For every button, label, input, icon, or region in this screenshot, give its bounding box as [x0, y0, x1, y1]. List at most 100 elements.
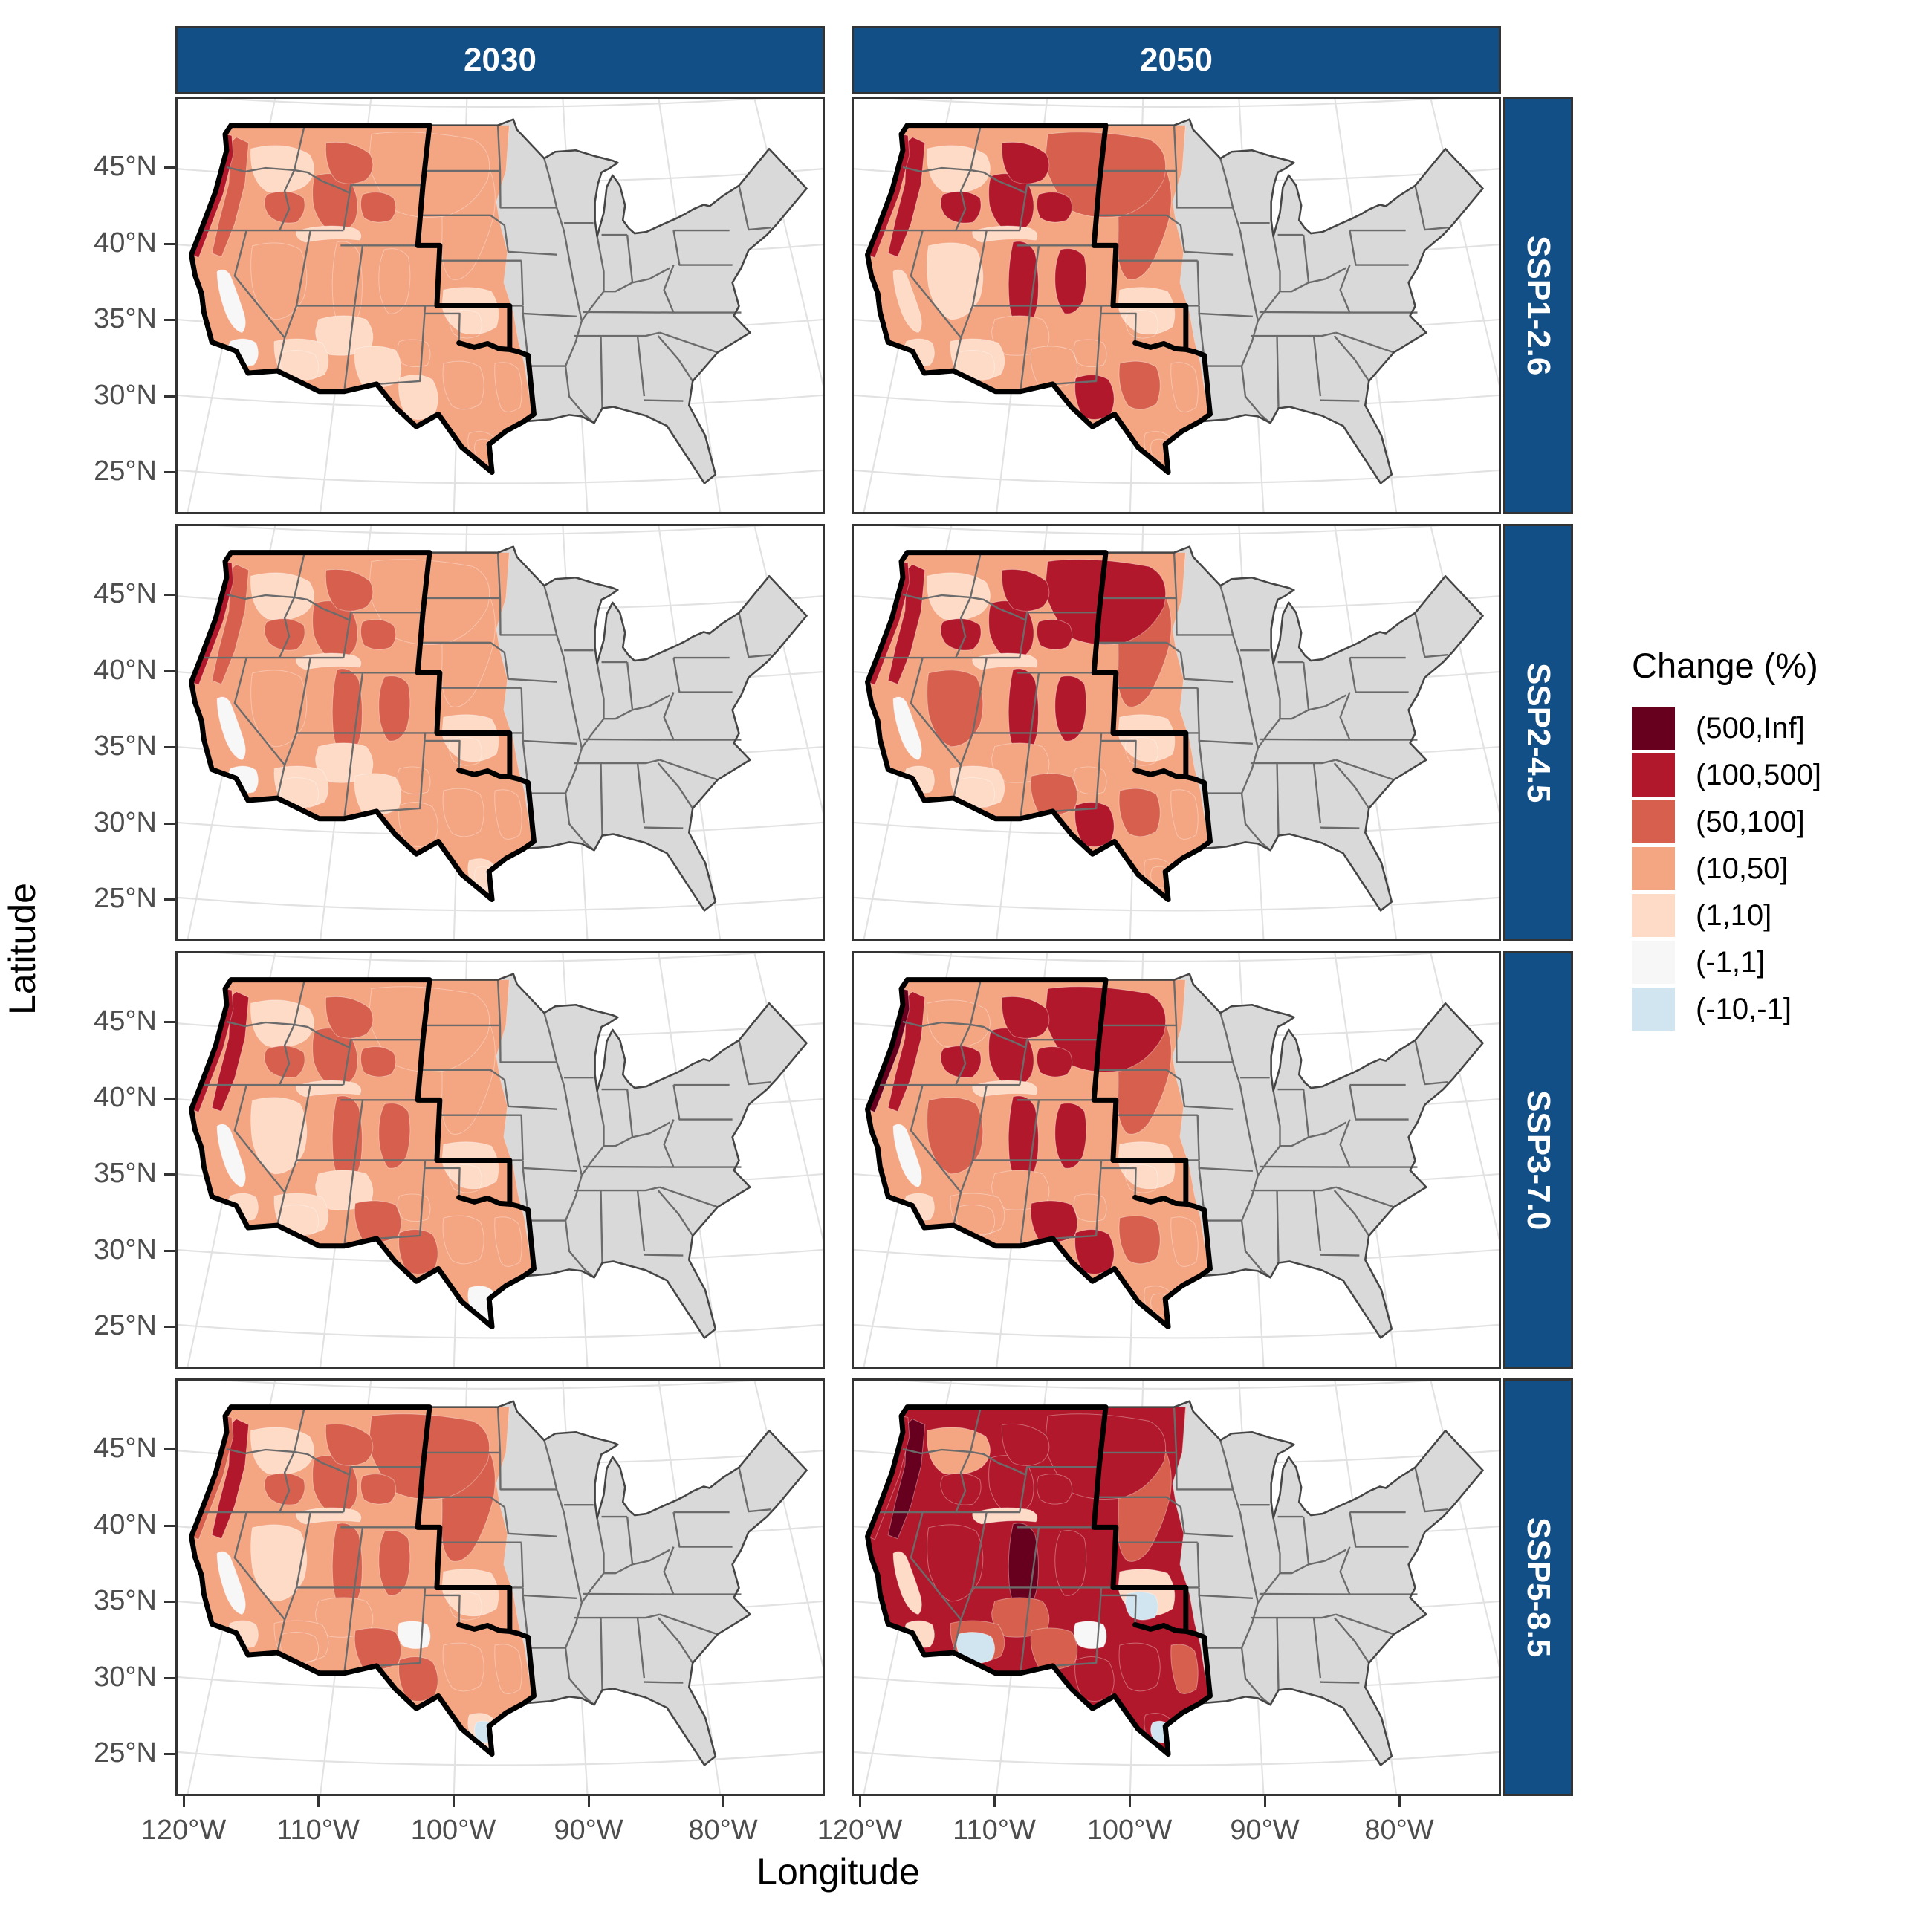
- y-tick-label: 45°N: [94, 1433, 157, 1464]
- x-tick-label: 80°W: [1364, 1815, 1434, 1846]
- y-tick-mark: [164, 1173, 175, 1176]
- y-tick-label: 35°N: [94, 730, 157, 762]
- legend-label: (-10,-1]: [1696, 992, 1792, 1025]
- y-tick-label: 30°N: [94, 1662, 157, 1693]
- y-tick-mark: [164, 395, 175, 398]
- facet-strip-ssp1: SSP1-2.6: [1503, 97, 1573, 514]
- x-tick-label: 100°W: [1086, 1815, 1173, 1846]
- x-tick-mark: [722, 1796, 724, 1807]
- y-tick-label: 40°N: [94, 655, 157, 686]
- legend-label: (100,500]: [1696, 758, 1822, 791]
- legend-swatch-neg1-1: [1632, 941, 1675, 984]
- x-tick-mark: [453, 1796, 455, 1807]
- y-tick-mark: [164, 243, 175, 245]
- y-tick-mark: [164, 1525, 175, 1527]
- facet-strip-2050: 2050: [852, 26, 1501, 94]
- y-tick-mark: [164, 898, 175, 901]
- legend-item: (10,50]: [1632, 847, 1929, 890]
- legend-item: (100,500]: [1632, 753, 1929, 797]
- y-tick-label: 25°N: [94, 456, 157, 487]
- y-tick-label: 25°N: [94, 1310, 157, 1341]
- y-tick-mark: [164, 1021, 175, 1023]
- y-tick-mark: [164, 823, 175, 825]
- y-tick-label: 25°N: [94, 1737, 157, 1769]
- x-tick-mark: [183, 1796, 185, 1807]
- legend: Change (%) (500,Inf] (100,500] (50,100] …: [1632, 645, 1929, 1034]
- facet-strip-2030-label: 2030: [464, 42, 537, 78]
- y-tick-label: 30°N: [94, 1234, 157, 1265]
- x-tick-label: 90°W: [554, 1815, 623, 1846]
- x-tick-mark: [1129, 1796, 1131, 1807]
- x-tick-label: 120°W: [140, 1815, 227, 1846]
- x-tick-mark: [1264, 1796, 1266, 1807]
- facet-strip-ssp5: SSP5-8.5: [1503, 1378, 1573, 1796]
- legend-item: (-1,1]: [1632, 941, 1929, 984]
- legend-label: (1,10]: [1696, 898, 1772, 932]
- y-axis-title: Latitude: [1, 883, 43, 1015]
- panel-map-2030-ssp3: [175, 951, 825, 1369]
- y-tick-mark: [164, 319, 175, 321]
- legend-label: (-1,1]: [1696, 945, 1766, 979]
- x-tick-mark: [859, 1796, 861, 1807]
- panel-map-2050-ssp2: [852, 524, 1501, 941]
- legend-title: Change (%): [1632, 646, 1818, 685]
- y-tick-mark: [164, 670, 175, 672]
- legend-swatch-50-100: [1632, 800, 1675, 843]
- panel-map-2050-ssp5: [852, 1378, 1501, 1796]
- x-tick-label: 100°W: [410, 1815, 496, 1846]
- legend-item: (500,Inf]: [1632, 707, 1929, 750]
- y-tick-label: 30°N: [94, 380, 157, 411]
- y-tick-label: 45°N: [94, 1005, 157, 1037]
- legend-swatch-100-500: [1632, 753, 1675, 797]
- panel-map-2050-ssp1: [852, 97, 1501, 514]
- x-tick-mark: [317, 1796, 320, 1807]
- panel-map-2030-ssp2: [175, 524, 825, 941]
- facet-strip-2030: 2030: [175, 26, 825, 94]
- y-tick-mark: [164, 1250, 175, 1252]
- legend-swatch-10-50: [1632, 847, 1675, 890]
- y-tick-label: 40°N: [94, 1082, 157, 1113]
- x-tick-label: 120°W: [817, 1815, 903, 1846]
- y-tick-mark: [164, 1326, 175, 1328]
- legend-swatch-neg10-neg1: [1632, 988, 1675, 1031]
- x-tick-label: 90°W: [1230, 1815, 1300, 1846]
- y-tick-label: 45°N: [94, 151, 157, 182]
- facet-strip-ssp3-label: SSP3-7.0: [1520, 1089, 1557, 1231]
- x-tick-label: 110°W: [953, 1815, 1036, 1846]
- x-tick-label: 80°W: [688, 1815, 758, 1846]
- facet-strip-2050-label: 2050: [1140, 42, 1213, 78]
- x-tick-mark: [993, 1796, 996, 1807]
- y-tick-mark: [164, 1601, 175, 1603]
- x-tick-label: 110°W: [276, 1815, 360, 1846]
- y-tick-mark: [164, 1448, 175, 1450]
- legend-label: (500,Inf]: [1696, 711, 1805, 745]
- y-tick-label: 35°N: [94, 1158, 157, 1189]
- panel-map-2030-ssp5: [175, 1378, 825, 1796]
- facet-strip-ssp2: SSP2-4.5: [1503, 524, 1573, 941]
- legend-item: (50,100]: [1632, 800, 1929, 843]
- facet-strip-ssp5-label: SSP5-8.5: [1520, 1517, 1557, 1658]
- y-tick-mark: [164, 1753, 175, 1755]
- facet-strip-ssp1-label: SSP1-2.6: [1520, 235, 1557, 376]
- y-tick-mark: [164, 1677, 175, 1679]
- x-tick-mark: [588, 1796, 590, 1807]
- y-tick-mark: [164, 166, 175, 169]
- legend-label: (50,100]: [1696, 805, 1805, 838]
- y-tick-label: 40°N: [94, 1509, 157, 1540]
- panel-map-2030-ssp1: [175, 97, 825, 514]
- facet-strip-ssp2-label: SSP2-4.5: [1520, 662, 1557, 803]
- x-tick-mark: [1398, 1796, 1401, 1807]
- facet-strip-ssp3: SSP3-7.0: [1503, 951, 1573, 1369]
- y-tick-label: 35°N: [94, 303, 157, 334]
- y-tick-label: 30°N: [94, 807, 157, 838]
- legend-swatch-1-10: [1632, 894, 1675, 937]
- legend-item: (-10,-1]: [1632, 988, 1929, 1031]
- y-tick-mark: [164, 471, 175, 473]
- y-tick-label: 45°N: [94, 578, 157, 609]
- y-tick-mark: [164, 1098, 175, 1100]
- x-axis-title: Longitude: [756, 1851, 920, 1893]
- y-tick-label: 25°N: [94, 883, 157, 914]
- y-tick-mark: [164, 746, 175, 748]
- legend-item: (1,10]: [1632, 894, 1929, 937]
